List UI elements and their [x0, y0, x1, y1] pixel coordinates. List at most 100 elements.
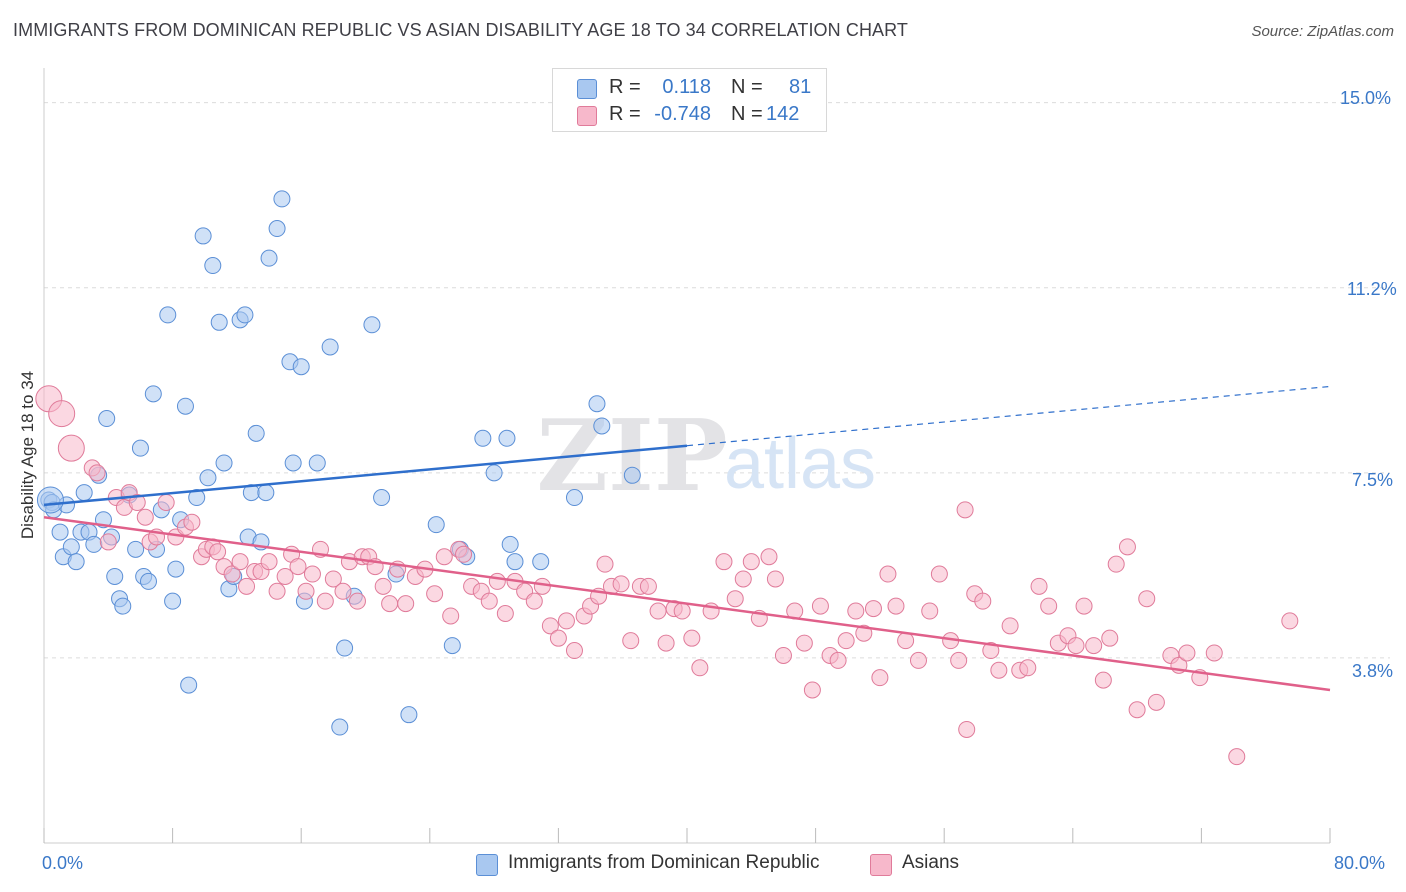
data-point	[348, 592, 366, 610]
bottom-legend-swatch-blue	[476, 854, 498, 876]
legend-swatch-pink	[577, 106, 597, 126]
data-point	[1118, 538, 1136, 556]
data-point	[1075, 597, 1093, 615]
data-point	[887, 597, 905, 615]
data-point	[1107, 555, 1125, 573]
data-point	[289, 558, 307, 576]
data-point	[501, 535, 519, 553]
data-point-large	[57, 434, 85, 462]
data-point	[236, 306, 254, 324]
data-point	[715, 553, 733, 571]
data-point	[795, 634, 813, 652]
data-point	[303, 565, 321, 583]
trend-lines	[43, 385, 1331, 692]
data-point	[99, 533, 117, 551]
data-point-large	[36, 486, 64, 514]
data-point	[734, 570, 752, 588]
data-point	[334, 582, 352, 600]
data-point	[1019, 659, 1037, 677]
data-point	[136, 508, 154, 526]
legend-r-value: 0.118	[662, 76, 711, 98]
y-tick-label: 3.8%	[1352, 661, 1394, 681]
data-point	[691, 659, 709, 677]
data-point	[144, 385, 162, 403]
data-point	[400, 706, 418, 724]
data-point	[532, 553, 550, 571]
data-point	[1030, 577, 1048, 595]
data-point	[180, 676, 198, 694]
data-point	[1085, 637, 1103, 655]
data-point	[238, 577, 256, 595]
data-point	[106, 567, 124, 585]
data-point	[766, 570, 784, 588]
data-point	[284, 454, 302, 472]
y-tick-label: 7.5%	[1352, 470, 1394, 490]
data-point	[443, 637, 461, 655]
data-point	[336, 639, 354, 657]
data-point	[260, 249, 278, 267]
data-point	[1228, 748, 1246, 766]
legend-n-value: 81	[789, 76, 812, 98]
data-point	[855, 624, 873, 642]
data-point	[990, 661, 1008, 679]
data-point	[623, 466, 641, 484]
data-point	[88, 464, 106, 482]
data-point	[480, 592, 498, 610]
data-point	[98, 410, 116, 428]
data-point	[525, 592, 543, 610]
data-point	[85, 535, 103, 553]
data-point	[374, 577, 392, 595]
data-point	[909, 651, 927, 669]
data-point	[427, 516, 445, 534]
data-point	[363, 316, 381, 334]
data-point	[268, 220, 286, 238]
data-point	[533, 577, 551, 595]
data-point	[131, 439, 149, 457]
data-point	[231, 553, 249, 571]
data-point	[1138, 590, 1156, 608]
data-point	[268, 582, 286, 600]
data-point	[1205, 644, 1223, 662]
data-point	[958, 720, 976, 738]
data-point	[321, 338, 339, 356]
data-point	[498, 429, 516, 447]
data-point	[260, 553, 278, 571]
data-point	[292, 358, 310, 376]
data-point	[297, 582, 315, 600]
data-point	[683, 629, 701, 647]
watermark: ZIP atlas	[536, 399, 876, 514]
data-point	[1178, 644, 1196, 662]
data-point	[864, 600, 882, 618]
bottom-legend-label: Immigrants from Dominican Republic	[508, 852, 820, 873]
data-point	[167, 560, 185, 578]
data-point	[209, 543, 227, 561]
data-point	[426, 585, 444, 603]
data-point	[506, 553, 524, 571]
data-point	[565, 642, 583, 660]
legend-n-label: N =	[731, 76, 763, 98]
legend-row-asians: R = -0.748 N = 142	[553, 100, 826, 128]
chart-title: IMMIGRANTS FROM DOMINICAN REPUBLIC VS AS…	[13, 20, 909, 40]
data-point	[612, 575, 630, 593]
data-point	[324, 570, 342, 588]
data-point	[247, 424, 265, 442]
y-axis-label: Disability Age 18 to 34	[18, 370, 37, 540]
data-point	[215, 454, 233, 472]
data-point	[1040, 597, 1058, 615]
data-point	[199, 469, 217, 487]
data-point	[51, 523, 69, 541]
data-point	[1101, 629, 1119, 647]
legend-r-value: -0.748	[654, 103, 711, 125]
data-point	[593, 417, 611, 435]
grid-lines	[44, 102, 1390, 659]
data-point	[194, 227, 212, 245]
data-point	[114, 597, 132, 615]
data-point	[442, 607, 460, 625]
axes	[43, 68, 1331, 844]
data-point	[435, 548, 453, 566]
x-tick-label-min: 0.0%	[42, 853, 84, 873]
correlation-legend: R = 0.118 N = 81 R = -0.748 N = 142	[552, 68, 827, 132]
data-point	[276, 567, 294, 585]
data-point	[879, 565, 897, 583]
